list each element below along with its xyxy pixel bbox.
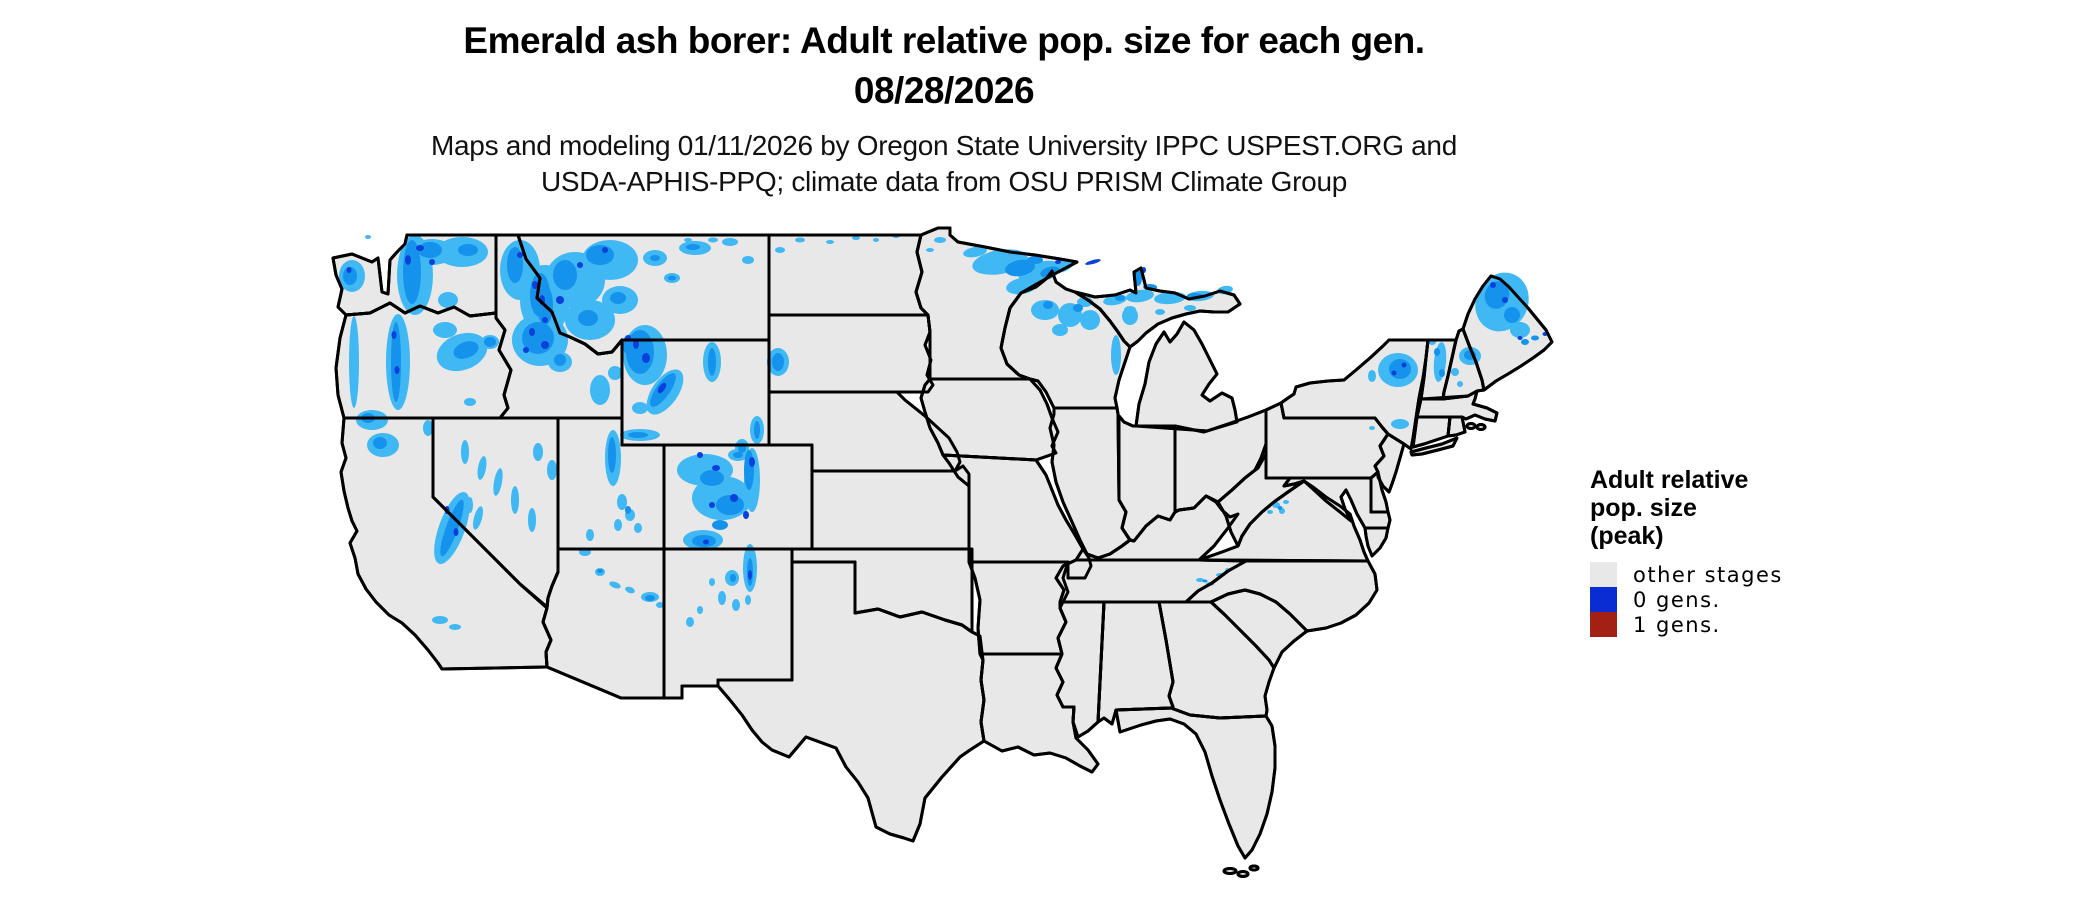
legend-items: other stages 0 gens. 1 gens.: [1590, 562, 1850, 637]
credit-line-1: Maps and modeling 01/11/2026 by Oregon S…: [431, 130, 1457, 161]
legend-title: Adult relative pop. size (peak): [1590, 466, 1850, 550]
legend: Adult relative pop. size (peak) other st…: [1590, 466, 1850, 637]
figure-title: Emerald ash borer: Adult relative pop. s…: [463, 20, 1425, 61]
raster-gen0-dark: [346, 245, 1548, 580]
figure-header: Emerald ash borer: Adult relative pop. s…: [294, 16, 1594, 200]
credit-line-2: USDA-APHIS-PPQ; climate data from OSU PR…: [540, 166, 1347, 197]
legend-swatch-1-gens: [1590, 612, 1617, 637]
legend-title-line-2: pop. size: [1590, 494, 1697, 522]
figure-credits: Maps and modeling 01/11/2026 by Oregon S…: [294, 128, 1594, 200]
legend-title-line-3: (peak): [1590, 522, 1664, 550]
figure-date: 08/28/2026: [853, 70, 1035, 111]
legend-item-0-gens: 0 gens.: [1590, 587, 1850, 612]
legend-label-other-stages: other stages: [1633, 562, 1783, 587]
legend-label-1-gens: 1 gens.: [1633, 612, 1721, 637]
legend-item-1-gens: 1 gens.: [1590, 612, 1850, 637]
legend-label-0-gens: 0 gens.: [1633, 587, 1721, 612]
legend-swatch-0-gens: [1590, 587, 1617, 612]
legend-swatch-other-stages: [1590, 562, 1617, 587]
legend-title-line-1: Adult relative: [1590, 466, 1749, 494]
legend-item-other-stages: other stages: [1590, 562, 1850, 587]
